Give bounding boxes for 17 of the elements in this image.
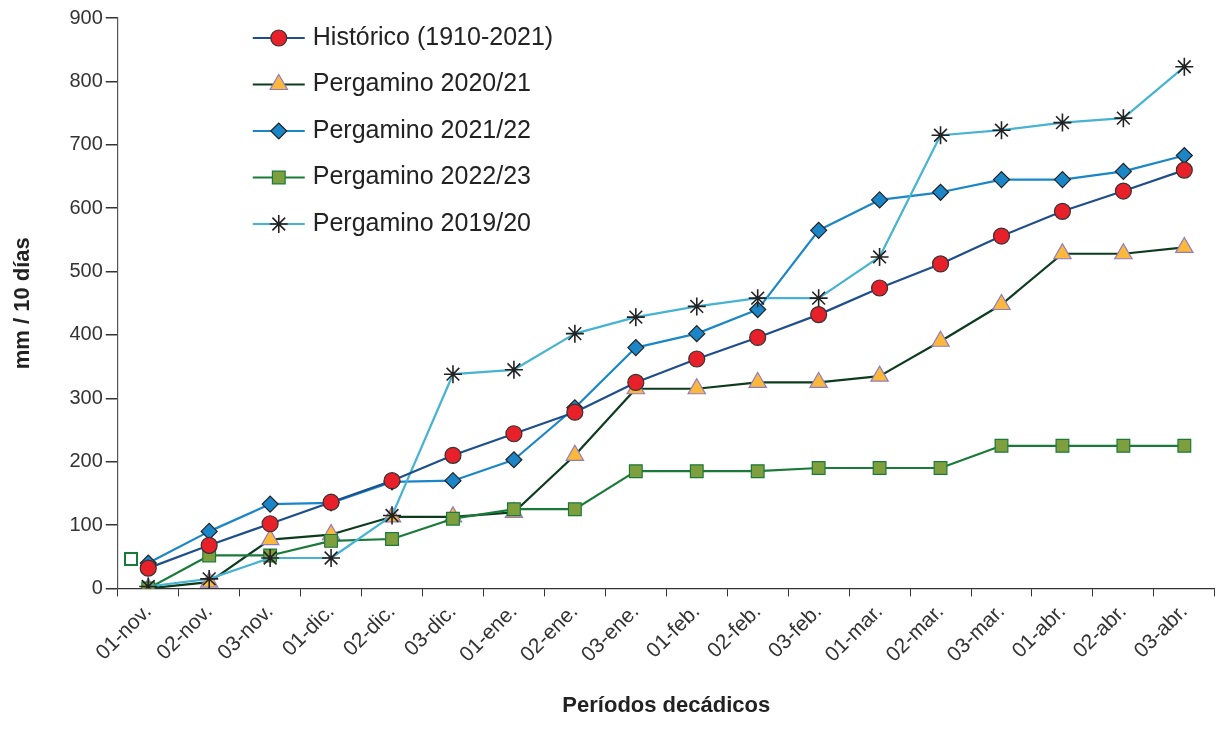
legend-label: Pergamino 2022/23 (312, 161, 531, 190)
y-tick-label: 900 (69, 5, 103, 28)
legend-label: Pergamino 2021/22 (312, 114, 531, 143)
y-tick-label: 800 (69, 68, 103, 91)
x-axis-title: Períodos decádicos (562, 691, 771, 717)
y-tick-label: 400 (69, 322, 103, 345)
legend-label: Pergamino 2019/20 (312, 207, 531, 236)
y-tick-label: 700 (69, 132, 103, 155)
y-tick-label: 200 (69, 449, 103, 472)
y-tick-label: 600 (69, 195, 103, 218)
y-tick-label: 100 (69, 512, 103, 535)
y-tick-label: 500 (69, 259, 103, 282)
legend-label: Histórico (1910-2021) (312, 21, 554, 50)
legend-label: Pergamino 2020/21 (312, 68, 531, 97)
y-axis-title: mm / 10 días (9, 237, 35, 370)
y-tick-label: 300 (69, 385, 103, 408)
y-tick-label: 0 (91, 575, 103, 598)
